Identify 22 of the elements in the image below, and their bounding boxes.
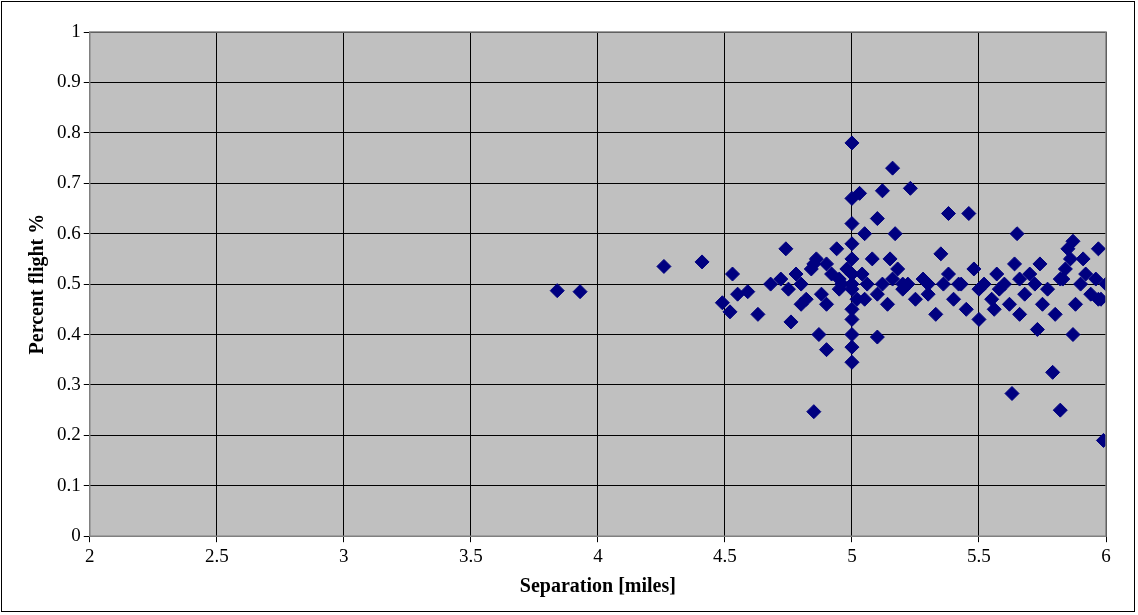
- x-tick-label: 4: [593, 544, 604, 566]
- y-tick-label: 0: [71, 524, 81, 546]
- y-tick-label: 1: [71, 19, 81, 41]
- x-axis-title: Separation [miles]: [519, 574, 676, 598]
- y-tick-label: 0.9: [57, 70, 81, 92]
- x-tick-label: 6: [1101, 544, 1111, 566]
- y-tick-label: 0.7: [57, 171, 81, 193]
- y-tick-label: 0.2: [57, 423, 81, 445]
- y-tick-label: 0.8: [57, 120, 81, 142]
- y-tick-label: 0.1: [57, 473, 81, 495]
- y-tick-label: 0.6: [57, 221, 81, 243]
- x-tick-label: 4.5: [713, 544, 737, 566]
- y-tick-label: 0.5: [57, 272, 81, 294]
- y-axis-title: Percent flight %: [25, 213, 49, 355]
- x-tick-label: 2.5: [204, 544, 229, 566]
- x-tick-label: 5.5: [967, 544, 991, 566]
- x-tick-label: 3.5: [458, 544, 483, 566]
- x-tick-label: 2: [85, 544, 95, 566]
- x-tick-label: 3: [339, 544, 349, 566]
- y-tick-label: 0.4: [57, 322, 82, 344]
- x-tick-label: 5: [847, 544, 857, 566]
- y-tick-label: 0.3: [57, 372, 81, 394]
